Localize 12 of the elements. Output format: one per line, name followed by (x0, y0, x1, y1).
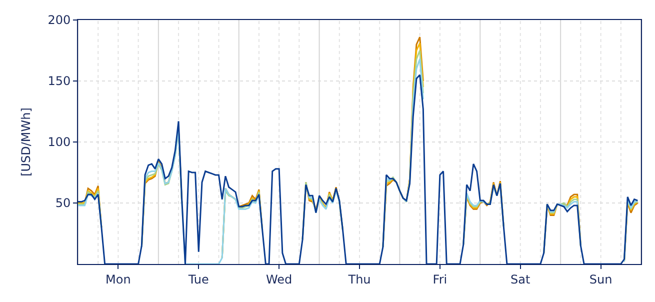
x-tick-label: Fri (432, 272, 448, 286)
x-tick-label: Tue (187, 272, 209, 286)
x-tick-label: Wed (266, 272, 292, 286)
y-tick-label: 100 (48, 135, 71, 150)
y-axis-title: [USD/MWh] (18, 108, 33, 176)
x-tick-label: Mon (106, 272, 131, 286)
x-tick-label: Thu (347, 272, 371, 286)
y-tick-label: 200 (48, 13, 71, 28)
y-tick-label: 50 (55, 196, 71, 210)
y-tick-label: 150 (48, 74, 71, 88)
x-tick-label: Sat (510, 272, 530, 286)
x-tick-label: Sun (589, 272, 612, 286)
